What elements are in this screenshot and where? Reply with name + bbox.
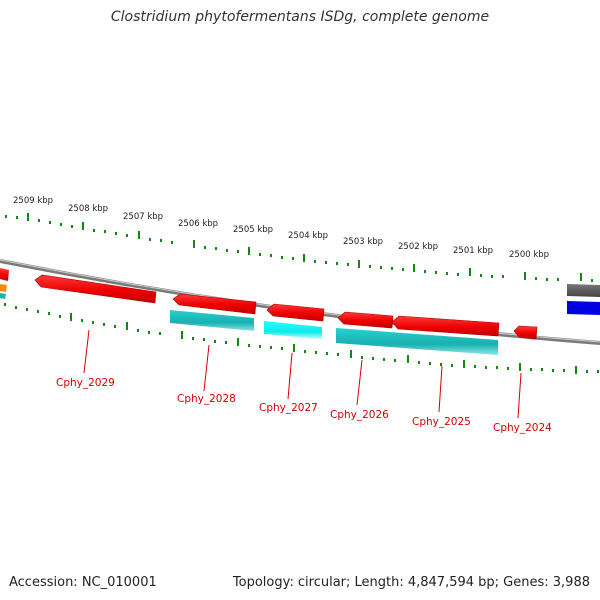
orf-features xyxy=(170,310,498,355)
left-edge-features xyxy=(0,268,9,299)
cds-features xyxy=(34,274,538,340)
upper-tick-row xyxy=(5,213,593,282)
page-title: Clostridium phytofermentans ISDg, comple… xyxy=(110,9,490,25)
scale-label: 2508 kbp xyxy=(68,204,108,214)
gene-cphy-2027-arrow[interactable] xyxy=(266,303,325,322)
gene-cphy-2025-arrow[interactable] xyxy=(391,315,500,337)
gene-label[interactable]: Cphy_2029 xyxy=(56,377,115,389)
scale-label: 2503 kbp xyxy=(343,237,383,247)
scale-label: 2507 kbp xyxy=(123,212,163,222)
genome-stats-text: Topology: circular; Length: 4,847,594 bp… xyxy=(232,575,590,590)
lower-tick-row xyxy=(4,303,599,374)
orf-box xyxy=(264,321,322,339)
gene-cphy-2029-arrow[interactable] xyxy=(34,274,157,304)
gene-label[interactable]: Cphy_2028 xyxy=(177,393,236,405)
gene-label[interactable]: Cphy_2024 xyxy=(493,422,552,434)
gene-leaders xyxy=(83,329,522,419)
scale-label: 2506 kbp xyxy=(178,219,218,229)
gene-cphy-2026-arrow[interactable] xyxy=(337,311,394,329)
right-edge-features xyxy=(567,284,600,315)
orf-box xyxy=(336,328,498,355)
scale-label: 2509 kbp xyxy=(13,196,53,206)
gene-label[interactable]: Cphy_2025 xyxy=(412,416,471,428)
scale-label: 2505 kbp xyxy=(233,225,273,235)
scale-labels: 2509 kbp 2508 kbp 2507 kbp 2506 kbp 2505… xyxy=(13,196,549,260)
scale-label: 2500 kbp xyxy=(509,250,549,260)
gene-label[interactable]: Cphy_2026 xyxy=(330,409,389,421)
scale-label: 2501 kbp xyxy=(453,246,493,256)
gene-cphy-2024-arrow[interactable] xyxy=(513,325,538,340)
gene-label[interactable]: Cphy_2027 xyxy=(259,402,318,414)
accession-text: Accession: NC_010001 xyxy=(9,575,157,590)
scale-label: 2502 kbp xyxy=(398,242,438,252)
orf-box xyxy=(170,310,254,331)
gene-cphy-2028-arrow[interactable] xyxy=(172,293,257,315)
gene-labels: Cphy_2029 Cphy_2028 Cphy_2027 Cphy_2026 … xyxy=(56,377,552,434)
scale-label: 2504 kbp xyxy=(288,231,328,241)
